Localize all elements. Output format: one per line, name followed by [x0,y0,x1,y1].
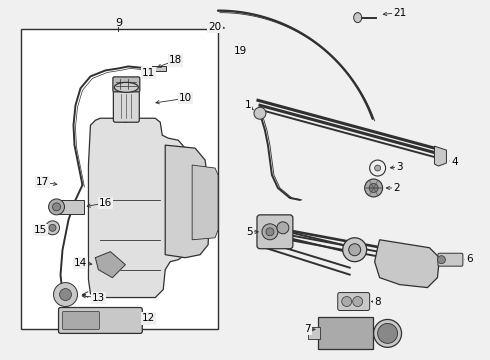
Circle shape [375,165,381,171]
Text: 18: 18 [169,55,182,66]
Text: 7: 7 [304,324,311,334]
Text: 9: 9 [115,18,122,28]
Polygon shape [192,165,218,240]
Circle shape [365,179,383,197]
Circle shape [353,297,363,306]
Ellipse shape [378,323,397,343]
Text: 1: 1 [245,100,251,110]
Circle shape [59,289,72,301]
Text: 20: 20 [209,22,221,32]
FancyBboxPatch shape [338,293,369,310]
Bar [56,200,84,214]
Text: 2: 2 [393,183,400,193]
FancyBboxPatch shape [113,90,139,122]
Bar [308,328,320,339]
Circle shape [342,297,352,306]
Text: 21: 21 [393,8,406,18]
Text: 4: 4 [451,157,458,167]
FancyBboxPatch shape [58,307,142,333]
Text: 11: 11 [142,68,155,78]
Circle shape [343,238,367,262]
Text: 5: 5 [246,227,253,237]
Text: 17: 17 [36,177,49,187]
Text: 12: 12 [142,314,155,324]
Text: 15: 15 [34,225,47,235]
Text: 10: 10 [179,93,192,103]
Polygon shape [165,145,210,258]
FancyBboxPatch shape [63,311,99,329]
Circle shape [49,224,56,231]
Ellipse shape [354,13,362,23]
Polygon shape [375,240,440,288]
Circle shape [438,256,445,264]
Text: 14: 14 [74,258,87,268]
Polygon shape [435,146,446,166]
Circle shape [254,107,266,119]
Ellipse shape [374,319,401,347]
Circle shape [266,228,274,236]
Bar [21,28,218,329]
Text: 13: 13 [92,293,105,302]
FancyBboxPatch shape [438,253,463,266]
Circle shape [262,224,278,240]
Ellipse shape [114,82,138,92]
FancyBboxPatch shape [113,77,140,92]
Text: 8: 8 [374,297,381,306]
Text: 19: 19 [233,45,246,55]
Circle shape [369,184,378,193]
Circle shape [53,283,77,306]
FancyBboxPatch shape [257,215,293,249]
Circle shape [46,221,59,235]
Bar [152,67,166,71]
Circle shape [349,244,361,256]
Text: 3: 3 [396,162,403,172]
Circle shape [49,199,65,215]
Text: 16: 16 [99,198,112,208]
Bar [318,318,372,349]
Text: 6: 6 [466,254,473,264]
Polygon shape [96,252,125,278]
Polygon shape [89,118,192,298]
Circle shape [277,222,289,234]
Circle shape [52,203,61,211]
